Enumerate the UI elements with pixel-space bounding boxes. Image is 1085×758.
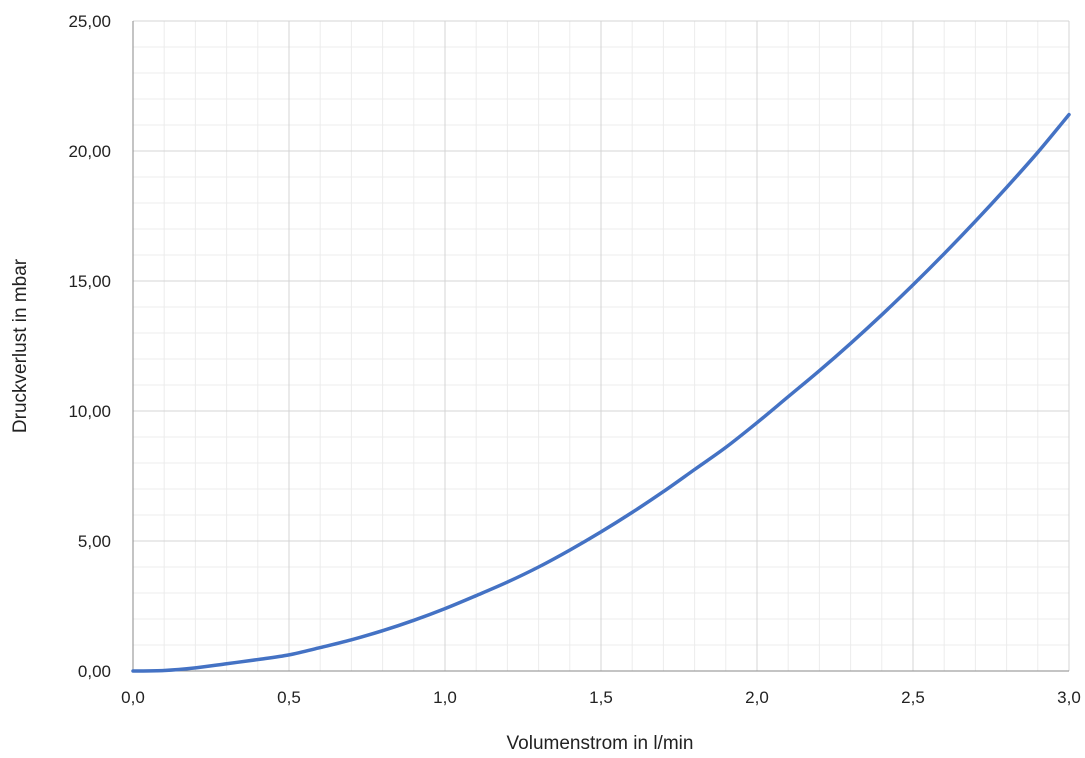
y-tick-label: 20,00 (68, 142, 111, 161)
x-tick-labels: 0,0 0,5 1,0 1,5 2,0 2,5 3,0 (121, 688, 1081, 707)
x-tick-label: 2,0 (745, 688, 769, 707)
y-tick-labels: 0,00 5,00 10,00 15,00 20,00 25,00 (68, 12, 111, 681)
y-tick-label: 5,00 (78, 532, 111, 551)
axes (132, 21, 1069, 672)
x-tick-label: 0,0 (121, 688, 145, 707)
y-tick-label: 0,00 (78, 662, 111, 681)
major-gridlines (132, 20, 1070, 672)
x-tick-label: 0,5 (277, 688, 301, 707)
y-tick-label: 15,00 (68, 272, 111, 291)
series-line (131, 112, 1071, 673)
x-tick-label: 1,0 (433, 688, 457, 707)
y-tick-label: 10,00 (68, 402, 111, 421)
x-tick-label: 1,5 (589, 688, 613, 707)
y-axis-title: Druckverlust in mbar (10, 258, 31, 433)
y-tick-label: 25,00 (68, 12, 111, 31)
series-layer (131, 112, 1071, 673)
x-axis-title: Volumenstrom in l/min (507, 733, 694, 753)
x-tick-label: 2,5 (901, 688, 925, 707)
x-tick-label: 3,0 (1057, 688, 1081, 707)
